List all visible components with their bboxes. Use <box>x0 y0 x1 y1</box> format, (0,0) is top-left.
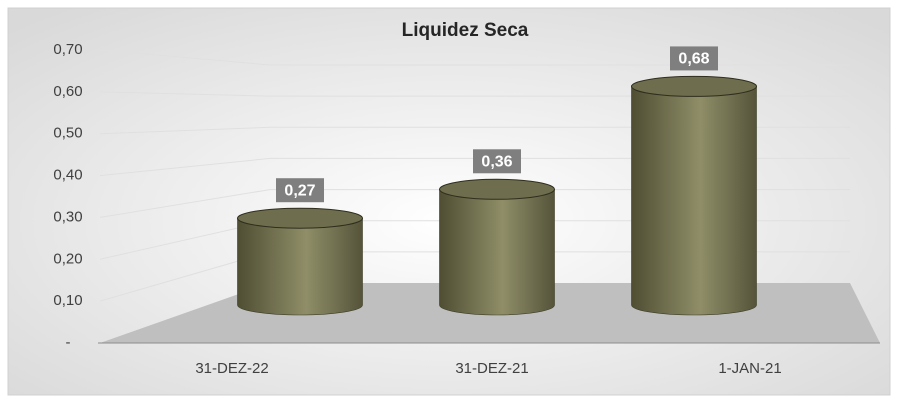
value-label-box <box>670 46 718 71</box>
value-label-box <box>473 149 521 174</box>
y-tick-label: 0,10 <box>53 292 82 309</box>
y-tick-label: 0,40 <box>53 167 82 184</box>
y-tick-label: 0,20 <box>53 250 82 267</box>
chart-title: Liquidez Seca <box>402 20 529 41</box>
y-tick-label: 0,60 <box>53 83 82 100</box>
x-tick-label: 31-DEZ-21 <box>455 360 528 377</box>
grid-line <box>99 49 850 66</box>
x-tick-label: 1-JAN-21 <box>718 360 781 377</box>
value-label: 0,27 <box>284 182 315 199</box>
y-tick-label: 0,30 <box>53 208 82 225</box>
y-tick-label: 0,50 <box>53 125 82 142</box>
bar <box>439 178 555 316</box>
cylinder-top <box>439 178 555 200</box>
cylinder-top <box>631 75 757 97</box>
value-label: 0,68 <box>678 51 709 68</box>
y-tick-label: - <box>66 334 71 351</box>
cylinder-body <box>439 188 555 316</box>
cylinder-top <box>237 207 363 229</box>
bar <box>631 75 757 316</box>
y-tick-label: 0,70 <box>53 41 82 58</box>
value-label-box <box>276 178 324 203</box>
value-label: 0,36 <box>481 154 512 171</box>
bar <box>237 207 363 316</box>
cylinder-body <box>631 86 757 316</box>
cylinder-body <box>237 217 363 316</box>
x-tick-label: 31-DEZ-22 <box>195 360 268 377</box>
